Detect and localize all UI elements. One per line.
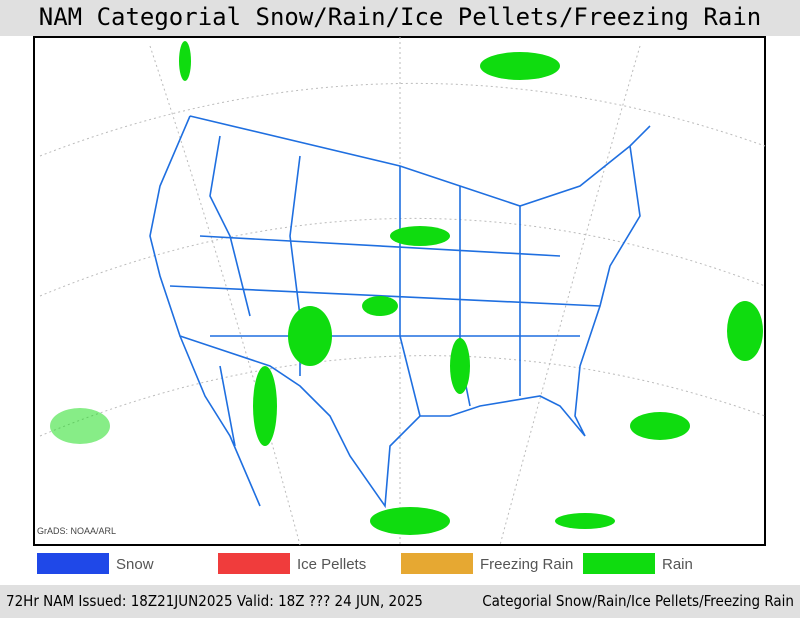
graticule <box>39 37 766 546</box>
legend: Snow Ice Pellets Freezing Rain Rain <box>37 553 693 574</box>
legend-label: Ice Pellets <box>297 556 366 573</box>
footer-right: Categorial Snow/Rain/Ice Pellets/Freezin… <box>482 592 794 610</box>
legend-label: Freezing Rain <box>480 556 573 573</box>
map: GrADS: NOAA/ARL Snow Ice Pellets Freezing … <box>33 36 766 574</box>
legend-swatch <box>218 553 290 574</box>
legend-label: Rain <box>662 556 693 573</box>
legend-swatch <box>583 553 655 574</box>
rain-areas <box>50 41 763 535</box>
legend-swatch <box>401 553 473 574</box>
footer-left: 72Hr NAM Issued: 18Z21JUN2025 Valid: 18Z… <box>6 592 423 610</box>
title-bar: NAM Categorial Snow/Rain/Ice Pellets/Fre… <box>0 0 800 36</box>
title: NAM Categorial Snow/Rain/Ice Pellets/Fre… <box>38 3 762 31</box>
credit: GrADS: NOAA/ARL <box>37 526 116 536</box>
legend-label: Snow <box>116 556 154 573</box>
footer: 72Hr NAM Issued: 18Z21JUN2025 Valid: 18Z… <box>0 585 800 618</box>
boundaries <box>149 115 651 509</box>
legend-swatch <box>37 553 109 574</box>
